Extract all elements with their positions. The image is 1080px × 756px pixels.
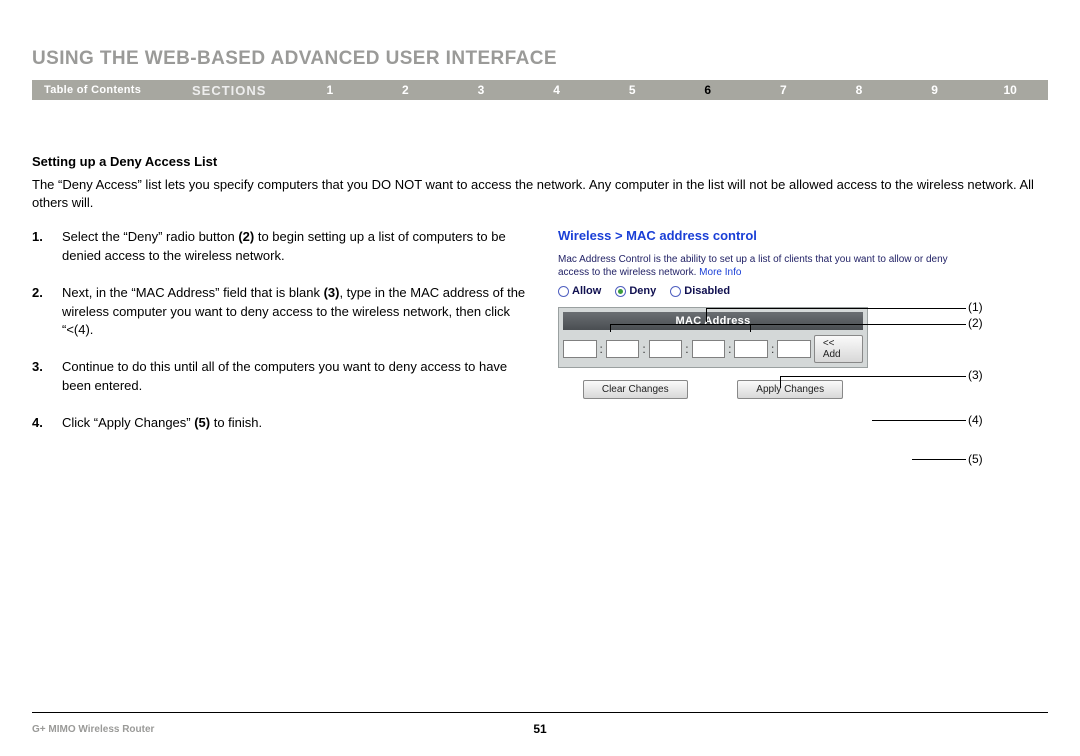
mac-panel: MAC Address : : : : : << Add (558, 307, 868, 368)
callout-5: (5) (968, 452, 983, 466)
step-1-number: 1. (32, 228, 62, 266)
radio-circle-icon (615, 286, 626, 297)
section-nav-bar: Table of Contents SECTIONS 1 2 3 4 5 6 7… (32, 80, 1048, 100)
step-1: 1. Select the “Deny” radio button (2) to… (32, 228, 532, 266)
radio-deny-label: Deny (629, 285, 656, 297)
nav-section-8[interactable]: 8 (821, 83, 897, 97)
screenshot-title: Wireless > MAC address control (558, 228, 962, 243)
callout-1-line (706, 308, 966, 309)
mac-field-4[interactable] (692, 340, 726, 358)
colon-icon: : (642, 342, 645, 356)
clear-changes-button[interactable]: Clear Changes (583, 380, 688, 399)
add-button[interactable]: << Add (814, 335, 863, 363)
callout-3-line (780, 376, 966, 377)
radio-circle-icon (558, 286, 569, 297)
colon-icon: : (600, 342, 603, 356)
intro-paragraph: The “Deny Access” list lets you specify … (32, 176, 1048, 211)
radio-disabled[interactable]: Disabled (670, 285, 730, 297)
nav-sections-label: SECTIONS (192, 83, 292, 98)
step-2-number: 2. (32, 284, 62, 341)
nav-section-7[interactable]: 7 (746, 83, 822, 97)
step-1-text: Select the “Deny” radio button (2) to be… (62, 228, 532, 266)
screenshot-info-prefix: Mac Address Control is the ability to se… (558, 254, 948, 278)
mac-header: MAC Address (563, 312, 863, 330)
nav-section-2[interactable]: 2 (368, 83, 444, 97)
apply-changes-button[interactable]: Apply Changes (737, 380, 843, 399)
colon-icon: : (771, 342, 774, 356)
callout-3: (3) (968, 368, 983, 382)
step-2-text: Next, in the “MAC Address” field that is… (62, 284, 532, 341)
radio-allow[interactable]: Allow (558, 285, 601, 297)
steps-list: 1. Select the “Deny” radio button (2) to… (32, 228, 532, 451)
screenshot-info-text: Mac Address Control is the ability to se… (558, 253, 962, 279)
colon-icon: : (728, 342, 731, 356)
radio-row: Allow Deny Disabled (558, 285, 962, 297)
footer-page-number: 51 (0, 722, 1080, 736)
nav-section-1[interactable]: 1 (292, 83, 368, 97)
nav-toc-link[interactable]: Table of Contents (32, 84, 192, 96)
nav-section-6[interactable]: 6 (670, 83, 746, 97)
mac-field-6[interactable] (777, 340, 811, 358)
mac-field-1[interactable] (563, 340, 597, 358)
subheading: Setting up a Deny Access List (32, 154, 217, 169)
mac-field-3[interactable] (649, 340, 683, 358)
callout-5-line (912, 459, 966, 460)
callout-2-line-v1 (750, 324, 751, 332)
step-3-number: 3. (32, 358, 62, 396)
mac-field-5[interactable] (734, 340, 768, 358)
callout-1-line-v (706, 308, 707, 322)
nav-section-5[interactable]: 5 (594, 83, 670, 97)
step-4: 4. Click “Apply Changes” (5) to finish. (32, 414, 532, 433)
step-4-text: Click “Apply Changes” (5) to finish. (62, 414, 532, 433)
callout-2-line-h2 (610, 324, 750, 325)
callout-2-line (750, 324, 966, 325)
page-title: USING THE WEB-BASED ADVANCED USER INTERF… (32, 48, 557, 70)
callout-4-line (872, 420, 966, 421)
step-3-text: Continue to do this until all of the com… (62, 358, 532, 396)
radio-disabled-label: Disabled (684, 285, 730, 297)
colon-icon: : (685, 342, 688, 356)
mac-field-2[interactable] (606, 340, 640, 358)
radio-deny[interactable]: Deny (615, 285, 656, 297)
nav-section-9[interactable]: 9 (897, 83, 973, 97)
more-info-link[interactable]: More Info (699, 267, 741, 278)
callout-2-line-v2 (610, 324, 611, 332)
nav-section-3[interactable]: 3 (443, 83, 519, 97)
mac-input-row: : : : : : << Add (563, 335, 863, 363)
step-3: 3. Continue to do this until all of the … (32, 358, 532, 396)
nav-section-4[interactable]: 4 (519, 83, 595, 97)
radio-circle-icon (670, 286, 681, 297)
button-row: Clear Changes Apply Changes (558, 380, 868, 399)
radio-dot-icon (618, 289, 623, 294)
screenshot: Wireless > MAC address control Mac Addre… (558, 228, 962, 399)
footer-divider (32, 712, 1048, 713)
callout-2: (2) (968, 316, 983, 330)
nav-section-10[interactable]: 10 (972, 83, 1048, 97)
callout-3-line-v (780, 376, 781, 388)
radio-allow-label: Allow (572, 285, 601, 297)
step-4-number: 4. (32, 414, 62, 433)
callout-1: (1) (968, 300, 983, 314)
callout-4: (4) (968, 413, 983, 427)
step-2: 2. Next, in the “MAC Address” field that… (32, 284, 532, 341)
